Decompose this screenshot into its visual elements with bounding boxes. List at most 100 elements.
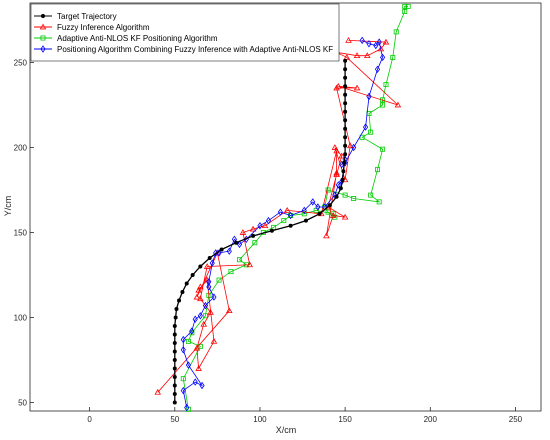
data-point [174, 306, 179, 311]
data-point [380, 53, 386, 62]
data-point [393, 29, 399, 35]
data-point [301, 206, 307, 215]
data-point [180, 376, 186, 382]
data-point [317, 211, 322, 216]
data-point [345, 36, 352, 43]
data-point [343, 58, 348, 63]
data-point [200, 320, 208, 327]
data-point [382, 38, 390, 45]
plot-area [29, 2, 542, 412]
data-point [340, 177, 345, 182]
data-point [327, 203, 332, 208]
data-point [281, 218, 287, 224]
data-point [246, 261, 254, 268]
data-point [342, 192, 348, 198]
data-point [390, 54, 396, 60]
x-tick-label: 100 [253, 415, 267, 424]
data-point [172, 374, 177, 379]
data-point [333, 169, 340, 176]
data-point [177, 298, 182, 303]
x-axis-label: X/cm [276, 425, 297, 435]
data-point [184, 403, 190, 412]
data-point [185, 338, 191, 344]
data-point [172, 332, 177, 337]
data-point [226, 247, 232, 255]
data-point [184, 281, 189, 286]
data-point [180, 289, 185, 294]
data-point [180, 346, 186, 354]
data-point [234, 240, 239, 245]
data-point [197, 283, 204, 290]
legend: Target Trajectory Fuzzy Inference Algorit… [30, 3, 340, 62]
series-layer [154, 3, 411, 412]
data-point [351, 143, 357, 152]
data-point [333, 171, 340, 178]
data-point [207, 308, 214, 315]
data-point [368, 129, 374, 135]
data-point [207, 255, 212, 260]
data-point [211, 293, 217, 301]
data-point [219, 247, 224, 252]
data-point [313, 207, 319, 213]
data-point [343, 84, 348, 89]
series-2 [154, 36, 402, 395]
x-tick-label: 50 [170, 415, 179, 424]
legend-entry-label: Fuzzy Inference Algorithm [57, 23, 150, 32]
data-point [335, 181, 341, 189]
data-point [172, 323, 177, 328]
data-point [394, 101, 402, 108]
data-point [376, 38, 382, 46]
data-point [193, 344, 201, 351]
data-point [353, 52, 361, 59]
data-point [202, 301, 209, 310]
data-point [172, 349, 177, 354]
data-point [190, 272, 195, 277]
data-point [172, 366, 177, 371]
x-tick-label: 150 [338, 415, 352, 424]
data-point [209, 259, 215, 267]
y-tick-label: 200 [14, 144, 28, 153]
x-axis-ticks: 0 50 100 150 200 250 [87, 407, 523, 424]
data-point [185, 361, 191, 369]
data-point [380, 146, 386, 152]
data-point [216, 277, 222, 283]
data-point [343, 75, 348, 80]
data-point [197, 312, 203, 320]
data-point [343, 126, 348, 131]
data-point [342, 160, 347, 165]
data-point [206, 283, 212, 291]
data-point [180, 335, 186, 344]
legend-entry-label: Positioning Algorithm Combining Fuzzy In… [57, 45, 333, 54]
data-point [373, 41, 379, 50]
data-point [257, 222, 263, 230]
y-tick-label: 100 [14, 314, 28, 323]
data-point [343, 109, 348, 114]
legend-swatch-marker [41, 13, 46, 18]
y-tick-label: 50 [18, 399, 27, 408]
data-point [343, 67, 348, 72]
data-point [271, 224, 277, 230]
data-point [351, 196, 357, 201]
data-point [353, 84, 361, 91]
data-point [359, 134, 365, 140]
data-point [325, 187, 331, 193]
data-point [213, 249, 219, 257]
data-point [288, 211, 294, 220]
data-point [189, 327, 195, 335]
data-point [237, 257, 242, 263]
data-point [192, 378, 198, 386]
data-point [343, 118, 348, 123]
data-point [376, 199, 382, 205]
series-line [157, 40, 399, 393]
x-tick-label: 200 [424, 415, 438, 424]
x-tick-label: 250 [509, 415, 523, 424]
data-point [333, 147, 340, 154]
data-point [203, 263, 211, 269]
data-point [288, 223, 293, 228]
data-point [329, 212, 337, 218]
data-point [192, 315, 198, 323]
data-point [261, 222, 269, 229]
y-tick-label: 150 [14, 229, 28, 238]
data-point [199, 381, 205, 390]
